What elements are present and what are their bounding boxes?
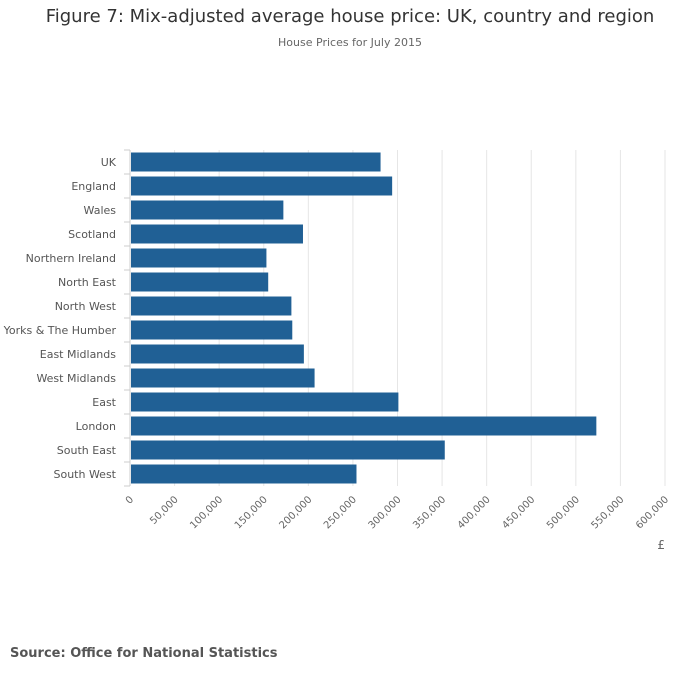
category-label: Wales xyxy=(84,204,117,217)
category-label: North East xyxy=(58,276,117,289)
bar xyxy=(131,176,393,196)
bar xyxy=(131,464,357,484)
x-tick-label: 500,000 xyxy=(545,494,582,531)
category-label: Scotland xyxy=(68,228,116,241)
x-tick-label: 300,000 xyxy=(367,494,404,531)
category-label: East Midlands xyxy=(40,348,117,361)
source-note: Source: Office for National Statistics xyxy=(10,646,278,661)
gridlines xyxy=(174,150,666,486)
x-axis-label: £ xyxy=(657,538,665,552)
x-tick-label: 250,000 xyxy=(322,494,359,531)
bar xyxy=(131,152,381,172)
bar xyxy=(131,416,597,436)
x-tick-label: 100,000 xyxy=(188,494,225,531)
bar xyxy=(131,224,303,244)
x-tick-label: 450,000 xyxy=(500,494,537,531)
bar xyxy=(131,320,293,340)
category-label: Northern Ireland xyxy=(26,252,116,265)
x-tick-label: 200,000 xyxy=(277,494,314,531)
category-label: West Midlands xyxy=(36,372,116,385)
x-tick-label: 600,000 xyxy=(634,494,671,531)
x-tick-label: 550,000 xyxy=(590,494,627,531)
bar xyxy=(131,296,292,316)
bars xyxy=(131,152,597,484)
bar xyxy=(131,344,304,364)
category-label: North West xyxy=(55,300,117,313)
x-tick-label: 50,000 xyxy=(148,494,181,527)
category-label: Yorks & The Humber xyxy=(3,324,117,337)
bar xyxy=(131,248,267,268)
category-label: London xyxy=(76,420,116,433)
category-label: England xyxy=(71,180,116,193)
x-tick-label: 400,000 xyxy=(456,494,493,531)
bar xyxy=(131,368,315,388)
category-label: South West xyxy=(53,468,116,481)
bar xyxy=(131,200,284,220)
x-tick-label: 350,000 xyxy=(411,494,448,531)
category-label: East xyxy=(92,396,116,409)
category-label: South East xyxy=(57,444,117,457)
x-tick-label: 150,000 xyxy=(233,494,270,531)
chart-subtitle: House Prices for July 2015 xyxy=(278,36,422,49)
bar xyxy=(131,272,269,292)
category-label: UK xyxy=(101,156,117,169)
bar xyxy=(131,440,445,460)
x-tick-label: 0 xyxy=(124,494,136,506)
chart-title: Figure 7: Mix-adjusted average house pri… xyxy=(45,6,655,27)
bar xyxy=(131,392,399,412)
